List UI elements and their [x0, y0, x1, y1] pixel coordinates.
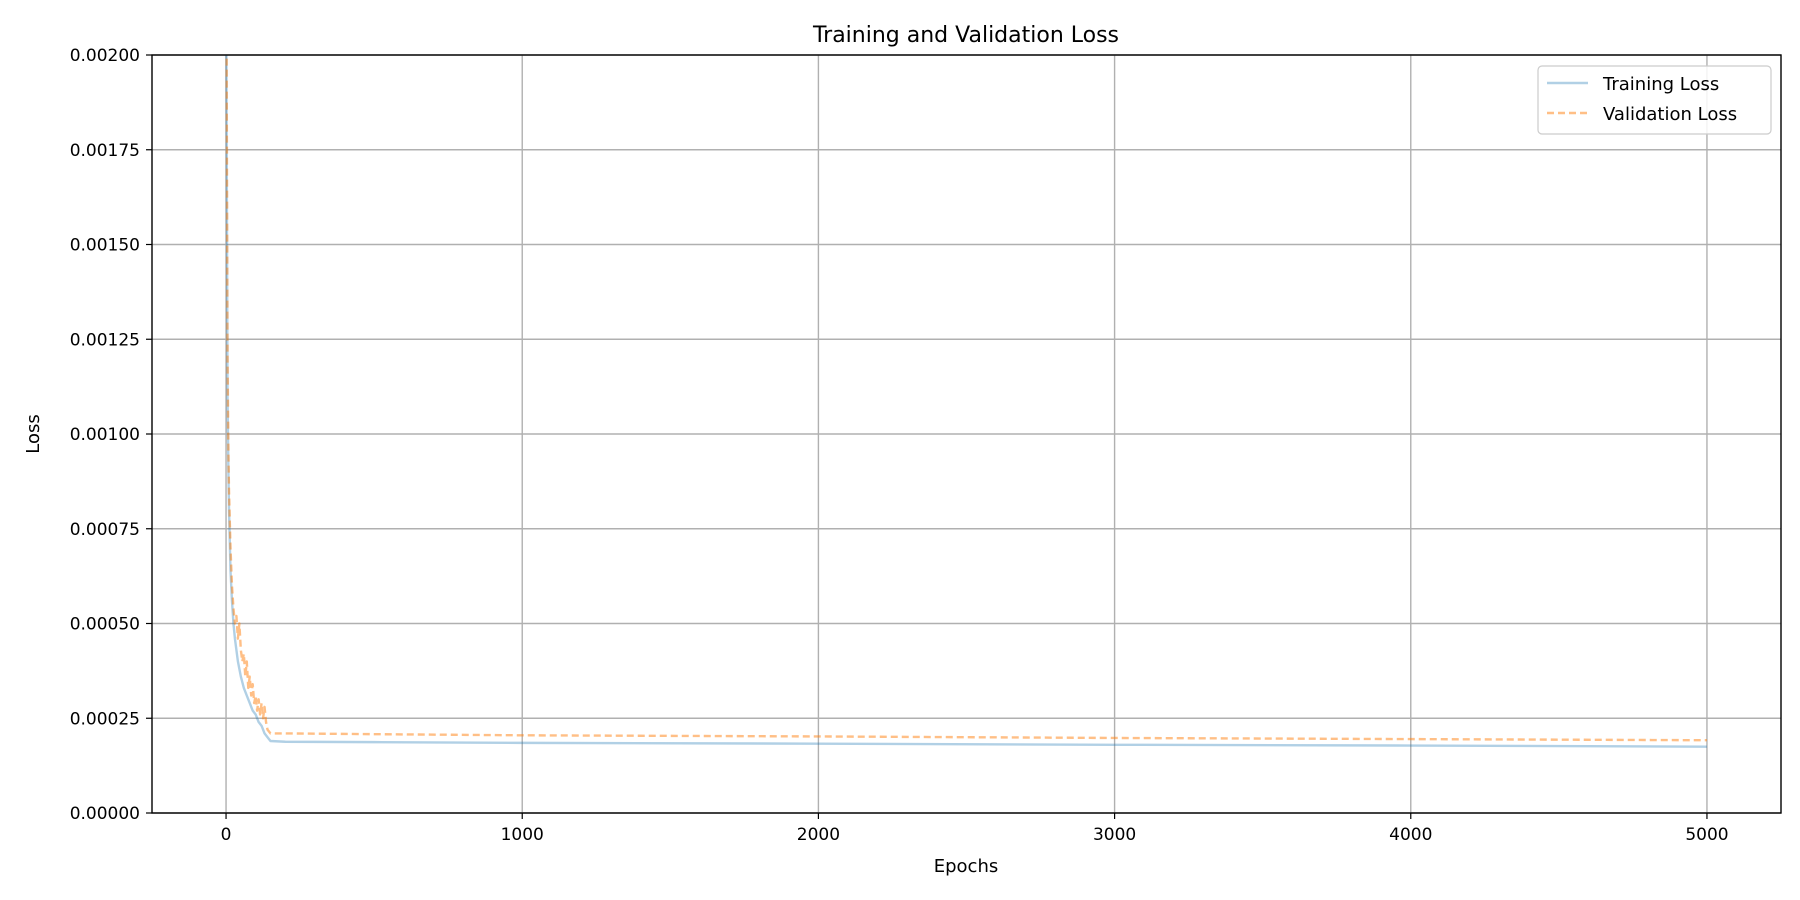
- x-tick-label: 1000: [501, 825, 544, 845]
- y-tick-label: 0.00100: [70, 425, 140, 445]
- x-tick-label: 3000: [1093, 825, 1136, 845]
- x-tick-label: 0: [221, 825, 232, 845]
- y-tick-label: 0.00125: [70, 330, 140, 350]
- chart-title: Training and Validation Loss: [812, 23, 1119, 48]
- series-line-training-loss: [225, 55, 1707, 748]
- x-tick-label: 2000: [797, 825, 840, 845]
- y-tick-label: 0.00200: [70, 46, 140, 66]
- y-tick-label: 0.00000: [70, 804, 140, 824]
- legend-label-training: Training Loss: [1602, 74, 1719, 95]
- x-axis-label: Epochs: [934, 856, 999, 877]
- y-axis-label: Loss: [23, 414, 44, 453]
- y-tick-label: 0.00175: [70, 141, 140, 161]
- series-line-validation-loss: [225, 55, 1707, 742]
- legend-box: [1537, 65, 1772, 135]
- y-tick-label: 0.00150: [70, 236, 140, 256]
- ticks: 0 1000 2000 3000 4000 5000 0.00000 0.00025 0.000…: [70, 46, 1729, 845]
- x-tick-label: 5000: [1685, 825, 1728, 845]
- y-tick-label: 0.00075: [70, 520, 140, 540]
- grid: [152, 54, 1781, 814]
- series-layer: [225, 55, 1707, 748]
- x-tick-label: 4000: [1389, 825, 1432, 845]
- legend: Training Loss Validation Loss: [1537, 65, 1772, 135]
- y-tick-label: 0.00025: [70, 709, 140, 729]
- y-tick-label: 0.00050: [70, 615, 140, 635]
- legend-label-validation: Validation Loss: [1603, 104, 1737, 125]
